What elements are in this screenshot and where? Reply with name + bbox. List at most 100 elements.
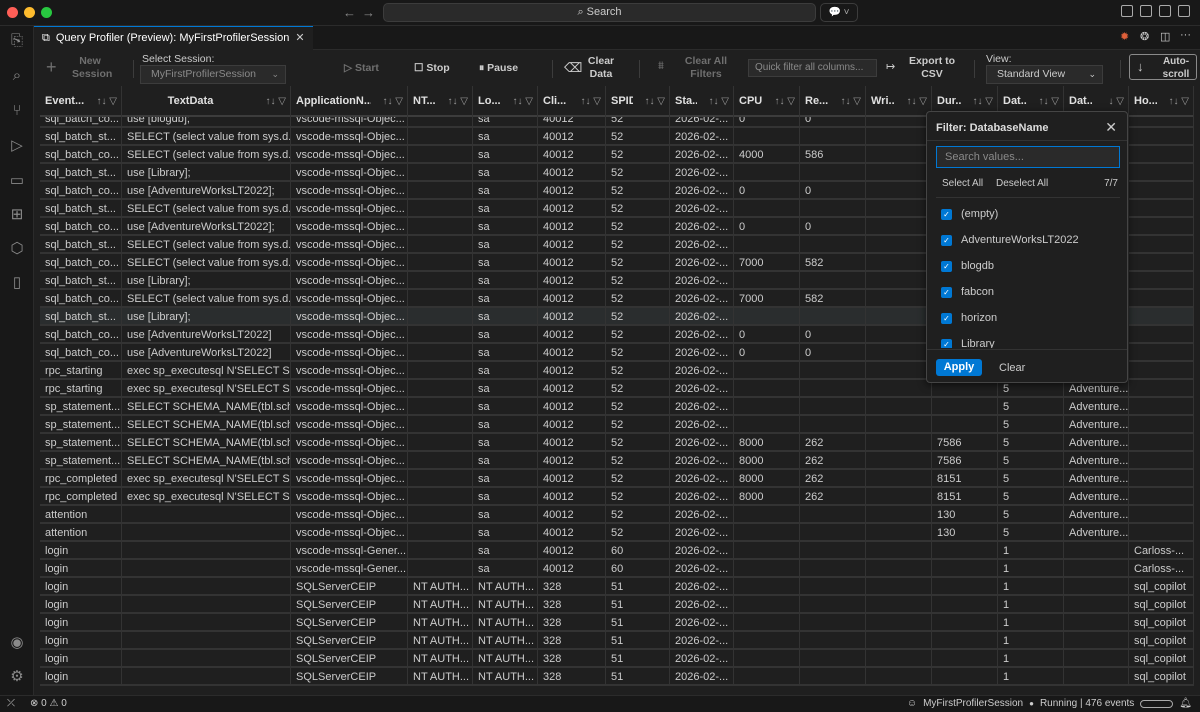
table-row[interactable]: rpc_completed exec sp_executesql N'SELECT… (40, 488, 1194, 506)
table-row[interactable]: login SQLServerCEIP NT AUTH... NT AUTH... 32… (40, 578, 1194, 596)
filter-icon[interactable]: ▽ (1178, 96, 1189, 107)
table-row[interactable]: sp_statement... SELECT SCHEMA_NAME(tbl.sc… (40, 434, 1194, 452)
run-debug-icon[interactable]: ▷ (11, 137, 23, 154)
column-header[interactable]: Lo... ↑↓ ▽ (473, 86, 538, 117)
filter-icon[interactable]: ▽ (457, 96, 468, 107)
column-header[interactable]: NT... ↑↓ ▽ (408, 86, 473, 117)
column-header[interactable]: Ho... ↑↓ ▽ (1129, 86, 1194, 117)
table-row[interactable]: sp_statement... SELECT SCHEMA_NAME(tbl.sc… (40, 452, 1194, 470)
deselect-all-button[interactable]: Deselect All (996, 178, 1049, 189)
minimize-window-button[interactable] (24, 7, 35, 18)
start-button[interactable]: ▷ Start (344, 62, 379, 74)
sort-icon[interactable]: ↑↓ (447, 96, 458, 107)
remote-explorer-icon[interactable]: ▭ (9, 172, 25, 189)
table-row[interactable]: sql_batch_st... use [Library]; vscode-mssq… (40, 272, 1194, 290)
checkbox[interactable]: ✓ (941, 234, 952, 246)
toggle-panel-icon[interactable] (1159, 5, 1171, 17)
stop-button[interactable]: ☐ Stop (414, 62, 450, 74)
autoscroll-toggle[interactable]: ↓ Auto-scroll (1129, 54, 1197, 80)
filter-icon[interactable]: ▽ (392, 96, 403, 107)
split-editor-icon[interactable]: ◫ (1160, 31, 1171, 43)
table-row[interactable]: sql_batch_co... SELECT (select value from… (40, 254, 1194, 272)
table-row[interactable]: sql_batch_co... use [blogdb]; vscode-mssql… (40, 117, 1194, 128)
table-row[interactable]: login SQLServerCEIP NT AUTH... NT AUTH... 32… (40, 596, 1194, 614)
table-row[interactable]: sql_batch_st... use [Library]; vscode-mssq… (40, 308, 1194, 326)
table-row[interactable]: sql_batch_co... use [AdventureWorksLT2022… (40, 218, 1194, 236)
filter-icon[interactable]: ▽ (1048, 96, 1059, 107)
column-header[interactable]: SPID ↑↓ ▽ (606, 86, 670, 117)
table-row[interactable]: sp_statement... SELECT SCHEMA_NAME(tbl.sc… (40, 416, 1194, 434)
filter-icon[interactable]: ▽ (590, 96, 601, 107)
sort-icon[interactable]: ↑↓ (906, 96, 917, 107)
filter-option[interactable]: ✓ horizon (941, 312, 997, 326)
table-row[interactable]: login SQLServerCEIP NT AUTH... NT AUTH... 32… (40, 650, 1194, 668)
export-csv-button[interactable]: Export to CSV (908, 55, 956, 80)
table-row[interactable]: sql_batch_co... use [AdventureWorksLT2022… (40, 344, 1194, 362)
filter-option[interactable]: ✓ Library (941, 338, 995, 348)
checkbox[interactable]: ✓ (941, 338, 952, 348)
bug-icon[interactable]: ✹ (1120, 31, 1130, 43)
new-session-button[interactable]: New Session (72, 55, 113, 80)
sort-icon[interactable]: ↑↓ (580, 96, 591, 107)
sort-icon[interactable]: ↑↓ (512, 96, 523, 107)
sort-icon[interactable]: ↑↓ (840, 96, 851, 107)
close-icon[interactable]: ✕ (1105, 119, 1117, 135)
filter-icon[interactable]: ▽ (718, 96, 729, 107)
table-row[interactable]: sql_batch_co... use [AdventureWorksLT2022… (40, 182, 1194, 200)
maximize-window-button[interactable] (41, 7, 52, 18)
table-row[interactable]: attention vscode-mssql-Objec... sa 40012 52 2… (40, 524, 1194, 542)
close-tab-icon[interactable]: ✕ (295, 32, 305, 44)
column-header[interactable]: Dat... ↑↓ ▽ (998, 86, 1064, 117)
explorer-icon[interactable]: ⎘ (10, 32, 23, 49)
column-header[interactable]: Cli... ↑↓ ▽ (538, 86, 606, 117)
pause-button[interactable]: ⏸ Pause (479, 62, 519, 74)
checkbox[interactable]: ✓ (941, 286, 952, 298)
table-row[interactable]: rpc_starting exec sp_executesql N'SELECT … (40, 380, 1194, 398)
sort-icon[interactable]: ↑↓ (972, 96, 983, 107)
settings-gear-icon[interactable]: ⚙ (10, 668, 24, 685)
problems-indicator[interactable]: ⊗ 0 ⚠ 0 (30, 698, 67, 709)
sort-icon[interactable]: ↑↓ (265, 96, 276, 107)
session-select[interactable]: MyFirstProfilerSession ⌄ (140, 65, 286, 84)
table-row[interactable]: login SQLServerCEIP NT AUTH... NT AUTH... 32… (40, 614, 1194, 632)
filter-icon[interactable]: ▽ (106, 96, 117, 107)
table-row[interactable]: login vscode-mssql-Gener... sa 40012 60 2026-… (40, 542, 1194, 560)
table-row[interactable]: sql_batch_st... use [Library]; vscode-mssq… (40, 164, 1194, 182)
clear-button[interactable]: Clear (999, 362, 1026, 374)
copilot-menu-button[interactable]: 💬 ˅ (820, 3, 858, 22)
sort-icon[interactable]: ↑↓ (96, 96, 107, 107)
filter-icon[interactable]: ▽ (275, 96, 286, 107)
filter-option[interactable]: ✓ (empty) (941, 208, 998, 222)
table-row[interactable]: sql_batch_co... use [AdventureWorksLT2022… (40, 326, 1194, 344)
source-control-icon[interactable]: ⑂ (12, 102, 22, 119)
column-header[interactable]: CPU ↑↓ ▽ (734, 86, 800, 117)
extensions-icon[interactable]: ⊞ (10, 206, 24, 223)
toggle-secondary-sidebar-icon[interactable] (1178, 5, 1190, 17)
close-window-button[interactable] (7, 7, 18, 18)
quick-filter-input[interactable]: Quick filter all columns... (748, 59, 877, 77)
sql-server-icon[interactable]: ⬡ (10, 240, 24, 257)
toggle-sidebar-icon[interactable] (1140, 5, 1152, 17)
table-row[interactable]: sp_statement... SELECT SCHEMA_NAME(tbl.sc… (40, 398, 1194, 416)
sort-icon[interactable]: ↑↓ (774, 96, 785, 107)
filter-icon[interactable]: ▽ (850, 96, 861, 107)
apply-button[interactable]: Apply (936, 359, 982, 376)
search-icon[interactable]: ⌕ (12, 67, 22, 84)
table-row[interactable]: sql_batch_co... SELECT (select value from… (40, 146, 1194, 164)
table-row[interactable]: sql_batch_co... SELECT (select value from… (40, 290, 1194, 308)
sort-icon[interactable]: ↑↓ (1168, 96, 1179, 107)
sort-icon[interactable]: ↑↓ (1038, 96, 1049, 107)
column-header[interactable]: Dat... ↓ ▽ (1064, 86, 1129, 117)
filter-options-list[interactable]: ✓ (empty) ✓ AdventureWorksLT2022 ✓ blogdb ✓ fab… (927, 204, 1127, 348)
customize-layout-icon[interactable] (1121, 5, 1133, 17)
command-search[interactable]: ⌕ Search (383, 3, 816, 22)
filter-search-input[interactable]: Search values... (936, 146, 1120, 168)
remote-icon[interactable]: ⤫ (7, 698, 15, 709)
checkbox[interactable]: ✓ (941, 208, 952, 220)
column-header[interactable]: Dur... ↑↓ ▽ (932, 86, 998, 117)
table-row[interactable]: sql_batch_st... SELECT (select value from… (40, 200, 1194, 218)
forward-arrow-icon[interactable]: → (362, 5, 375, 20)
filter-icon[interactable]: ▽ (982, 96, 993, 107)
filter-option[interactable]: ✓ fabcon (941, 286, 994, 300)
sort-icon[interactable]: ↓ (1108, 96, 1114, 107)
